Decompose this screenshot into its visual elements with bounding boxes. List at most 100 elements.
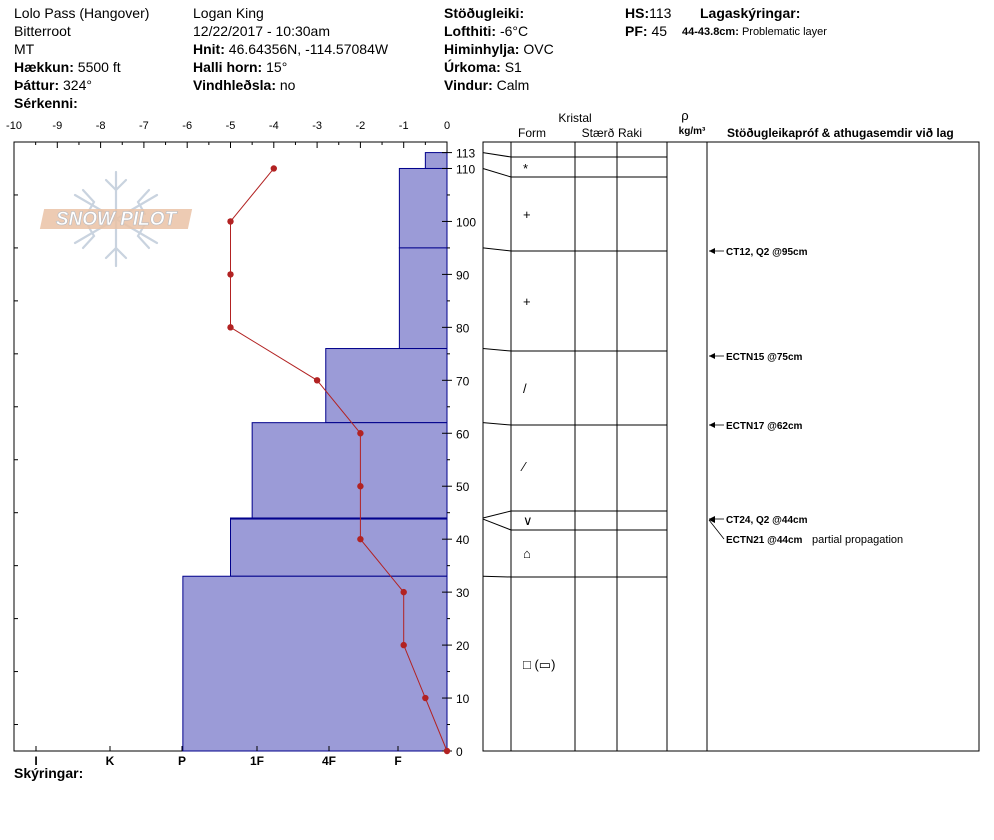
depth-tick-label: 70 [456,374,470,388]
temp-tick-label: -5 [226,120,236,132]
test-arrow-head [709,353,715,359]
temperature-profile [227,165,451,755]
temp-tick-label: -7 [139,120,149,132]
size-header: Stærð [582,126,615,140]
layer-connector [482,510,512,519]
stability-tests: CT12, Q2 @95cm ECTN15 @75cm ECTN17 @62cm CT… [708,247,903,546]
hardness-label: 1F [250,754,264,768]
depth-tick-label: 110 [456,162,475,176]
snowpilot-logo: SNOW PILOT [39,170,193,268]
hardness-label: I [34,754,37,768]
air-temp-row: Lofthiti: -6°C [444,22,554,40]
air-temp-value: -6°C [499,23,529,39]
tests-header: Stöðugleikapróf & athugasemdir við lag [727,126,954,140]
observer-name: Logan King [193,5,264,21]
layer-note-depth: 44-43.8cm: [682,26,739,38]
logo-text: SNOW PILOT [56,209,178,230]
stability-row: Stöðugleiki: [444,4,554,22]
temp-tick-label: 0 [444,120,450,132]
layer-bar [398,167,448,249]
layer-bar [398,247,448,350]
pf-value: 45 [651,23,668,39]
slope-row: Halli horn: 15° [193,58,388,76]
temp-point [270,165,277,172]
grain-form-symbol: ⌂ [523,546,531,561]
layer-rows: * + + / ⁄ ∨ ⌂ □ (▭) [482,152,667,672]
temp-tick-label: -8 [96,120,106,132]
temp-point [443,747,451,755]
temp-point [422,694,429,702]
temp-point [357,535,364,543]
slope-value: 15° [266,59,288,75]
grain-form-symbol: + [523,294,531,309]
features-label: Sérkenni: [14,95,78,111]
header-site-info: Lolo Pass (Hangover) Bitterroot MT Hækku… [14,4,149,112]
wind-row: Vindur: Calm [444,76,554,94]
layer-bar [325,348,448,424]
wind-loading-value: no [279,77,296,93]
wind-value: Calm [496,77,530,93]
wind-loading-label: Vindhleðsla: [193,77,276,93]
density-unit: kg/m³ [679,126,706,137]
depth-tick-label: 90 [456,268,470,282]
hs-label: HS: [625,5,650,21]
layer-notes-label: Lagaskýringar: [700,5,801,21]
depth-tick-label: 50 [456,480,470,494]
test-arrow-head [709,422,715,428]
observation-datetime: 12/22/2017 - 10:30am [193,23,330,39]
temp-tick-label: -4 [269,120,279,132]
header-layer-notes: Lagaskýringar: [700,4,800,22]
form-header: Form [518,126,546,140]
layer-connector [482,575,512,578]
temp-point [227,271,234,278]
depth-tick-label: 80 [456,321,470,335]
elevation-row: Hækkun: 5500 ft [14,58,149,76]
temp-point [400,588,407,596]
temp-point [227,218,234,225]
temp-point [400,641,407,649]
table-frame [482,141,980,752]
hs-row: HS:113 [625,4,671,22]
temp-point [357,483,364,490]
temp-tick-label: -10 [6,120,22,132]
sky-label: Himinhylja: [444,41,520,57]
depth-tick-label: 113 [456,147,475,161]
coords-value: 46.64356N, -114.57084W [228,41,389,57]
hardness-label: P [178,754,186,768]
header-observer-info: Logan King 12/22/2017 - 10:30am Hnit: 46… [193,4,388,94]
header-weather-info: Stöðugleiki: Lofthiti: -6°C Himinhylja: … [444,4,554,94]
temp-tick-label: -1 [399,120,409,132]
temp-point [357,430,364,437]
slope-label: Halli horn: [193,59,263,75]
layer-connector [482,167,512,178]
test-comment: partial propagation [812,534,903,546]
depth-tick-label: 60 [456,427,470,441]
aspect-label: Þáttur: [14,77,60,93]
notes-label: Skýringar: [14,765,83,781]
sky-value: OVC [523,41,554,57]
moisture-header: Raki [618,126,642,140]
air-temp-label: Lofthiti: [444,23,497,39]
layer-connector [482,152,512,158]
layer-note-line: 44-43.8cm: Problematic layer [682,23,827,41]
temp-tick-label: -3 [312,120,322,132]
crystal-header: Kristal [558,111,591,125]
sky-row: Himinhylja: OVC [444,40,554,58]
features-row: Sérkenni: [14,94,149,112]
depth-tick-label: 0 [456,745,463,759]
test-arrow-head [709,517,715,523]
coords-row: Hnit: 46.64356N, -114.57084W [193,40,388,58]
wind-loading-row: Vindhleðsla: no [193,76,388,94]
layer-table: Kristal Form Stærð Raki ρ kg/m³ Stöðugle… [482,108,980,752]
coords-label: Hnit: [193,41,225,57]
wind-label: Vindur: [444,77,493,93]
header-snow-depth: HS:113 PF: 45 [625,4,671,40]
layer-connector [482,518,512,531]
hardness-layers [182,152,448,752]
depth-tick-label: 20 [456,639,470,653]
temp-tick-label: -9 [52,120,62,132]
precip-label: Úrkoma: [444,59,501,75]
pf-label: PF: [625,23,648,39]
